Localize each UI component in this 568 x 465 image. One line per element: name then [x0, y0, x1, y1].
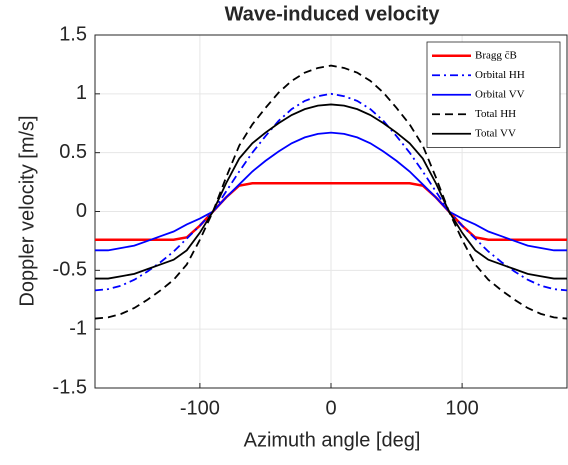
x-axis-label: Azimuth angle [deg] — [244, 429, 421, 451]
legend-label: Total HH — [475, 108, 516, 120]
legend-label: Orbital VV — [475, 88, 525, 100]
x-tick-label: -100 — [180, 397, 220, 419]
legend-label: Total VV — [475, 127, 516, 139]
plot-frame — [94, 34, 568, 389]
y-tick-label: -0.5 — [53, 259, 87, 281]
y-axis-label: Doppler velocity [m/s] — [16, 115, 38, 306]
y-tick-label: 1.5 — [59, 23, 87, 45]
data-line — [95, 131, 567, 252]
chart-title: Wave-induced velocity — [225, 3, 441, 25]
legend: Bragg c̄B Orbital HH Orbital VV Total HH Tot… — [426, 41, 561, 148]
y-tick-label: -1.5 — [53, 376, 87, 398]
data-line — [94, 64, 568, 320]
y-tick-label: 0.5 — [59, 141, 87, 163]
y-tick-label: 0 — [76, 200, 87, 222]
y-tick-label: 1 — [76, 82, 87, 104]
legend-label: Bragg c̄B — [475, 49, 517, 61]
x-tick-label: 100 — [445, 397, 478, 419]
x-tick-label: 0 — [325, 397, 336, 419]
data-line — [94, 92, 568, 292]
data-line — [95, 182, 567, 241]
data-line — [95, 103, 567, 280]
y-tick-label: -1 — [69, 317, 87, 339]
legend-label: Orbital HH — [475, 69, 525, 81]
